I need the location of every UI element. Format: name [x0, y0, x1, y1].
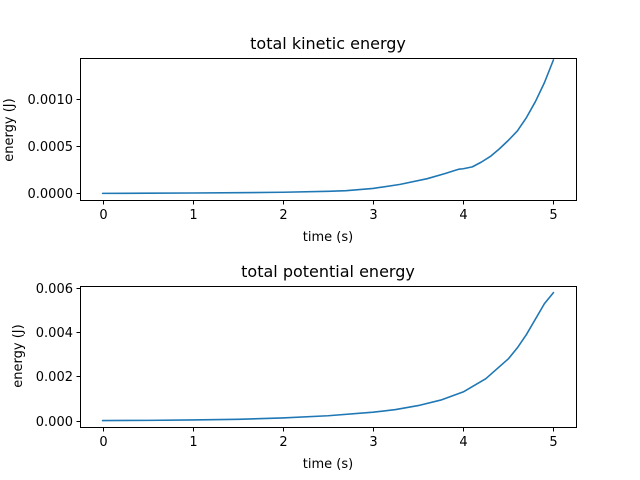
- potential-y-tick-label: 0.004: [36, 326, 73, 341]
- kinetic-axes-frame: [80, 58, 577, 201]
- kinetic-x-tick-label: 5: [549, 208, 557, 223]
- potential-series-line-0: [101, 291, 555, 422]
- kinetic-y-axis-label: energy (J): [2, 98, 17, 161]
- kinetic-x-tick-label: 1: [189, 208, 197, 223]
- kinetic-plot-area: 0 1 2 3 4 5 0.0000 0.0005 0.0010: [28, 58, 577, 223]
- potential-x-tick-label: 2: [279, 435, 287, 450]
- potential-energy-panel: total potential energy 0 1 2 3 4 50.0000.0020…: [11, 262, 577, 472]
- potential-y-tick-label: 0.000: [36, 415, 73, 430]
- potential-x-tick-label: 0: [99, 435, 107, 450]
- kinetic-x-tick-label: 0: [99, 208, 107, 223]
- kinetic-x-tick-label: 3: [369, 208, 377, 223]
- potential-chart-title: total potential energy: [241, 262, 415, 281]
- potential-y-tick-label: 0.006: [36, 282, 73, 297]
- potential-plot-area: 0 1 2 3 4 5 0.000 0.002 0.004 0.006: [36, 282, 577, 450]
- kinetic-series-line-0: [101, 59, 555, 195]
- kinetic-x-axis-label: time (s): [303, 230, 353, 245]
- kinetic-x-tick-label: 4: [459, 208, 467, 223]
- kinetic-y-tick-label: 0.0000: [28, 187, 74, 202]
- potential-x-tick-label: 1: [189, 435, 197, 450]
- potential-axes-frame: [80, 286, 577, 428]
- kinetic-energy-panel: total kinetic energy 0 1 2 3 4 50.00000.00050…: [2, 34, 577, 245]
- kinetic-chart-title: total kinetic energy: [250, 34, 406, 53]
- kinetic-y-tick-label: 0.0005: [28, 140, 74, 155]
- potential-x-tick-label: 3: [369, 435, 377, 450]
- potential-y-axis-label: energy (J): [11, 324, 26, 387]
- potential-x-tick-label: 5: [549, 435, 557, 450]
- potential-x-tick-label: 4: [459, 435, 467, 450]
- kinetic-x-tick-label: 2: [279, 208, 287, 223]
- potential-x-axis-label: time (s): [303, 457, 353, 472]
- potential-y-tick-label: 0.002: [36, 370, 73, 385]
- kinetic-y-tick-label: 0.0010: [28, 93, 74, 108]
